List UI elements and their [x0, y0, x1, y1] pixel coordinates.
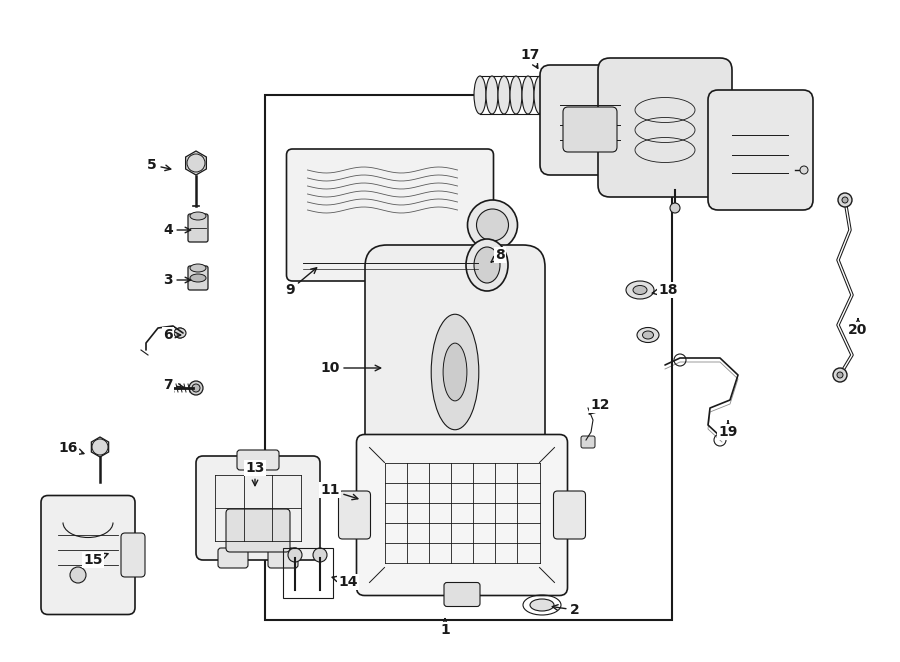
Circle shape: [833, 368, 847, 382]
FancyBboxPatch shape: [41, 495, 135, 614]
FancyBboxPatch shape: [356, 434, 568, 596]
FancyBboxPatch shape: [338, 491, 371, 539]
Circle shape: [670, 203, 680, 213]
Ellipse shape: [546, 76, 558, 114]
FancyBboxPatch shape: [121, 533, 145, 577]
Circle shape: [714, 434, 726, 446]
Text: 12: 12: [590, 398, 610, 414]
Text: 13: 13: [246, 461, 265, 486]
Bar: [283, 548, 333, 598]
Text: 14: 14: [332, 575, 358, 589]
Circle shape: [288, 548, 302, 562]
Circle shape: [175, 328, 185, 338]
Circle shape: [842, 197, 848, 203]
FancyBboxPatch shape: [196, 456, 320, 560]
Text: 11: 11: [320, 483, 358, 500]
Ellipse shape: [192, 384, 200, 392]
Ellipse shape: [190, 274, 206, 282]
FancyBboxPatch shape: [218, 548, 248, 568]
FancyBboxPatch shape: [444, 583, 480, 606]
FancyBboxPatch shape: [188, 214, 208, 242]
FancyBboxPatch shape: [365, 245, 545, 499]
Text: 3: 3: [163, 273, 191, 287]
Text: 10: 10: [320, 361, 381, 375]
Text: 5: 5: [147, 158, 171, 172]
FancyBboxPatch shape: [226, 509, 290, 552]
Text: 1: 1: [440, 619, 450, 637]
Ellipse shape: [190, 212, 206, 220]
Text: 4: 4: [163, 223, 191, 237]
Ellipse shape: [474, 247, 500, 283]
Ellipse shape: [510, 76, 522, 114]
Text: 15: 15: [83, 553, 108, 567]
FancyBboxPatch shape: [268, 548, 298, 568]
FancyBboxPatch shape: [188, 266, 208, 290]
Text: 7: 7: [163, 378, 184, 392]
Ellipse shape: [190, 264, 206, 272]
FancyBboxPatch shape: [581, 436, 595, 448]
Polygon shape: [91, 437, 109, 457]
FancyBboxPatch shape: [598, 58, 732, 197]
Ellipse shape: [189, 381, 203, 395]
Text: 17: 17: [520, 48, 540, 68]
Text: 18: 18: [652, 283, 678, 297]
Ellipse shape: [498, 76, 510, 114]
FancyBboxPatch shape: [237, 450, 279, 470]
Circle shape: [800, 166, 808, 174]
FancyBboxPatch shape: [554, 491, 586, 539]
Text: 19: 19: [718, 421, 738, 439]
Text: 2: 2: [553, 603, 580, 617]
FancyBboxPatch shape: [708, 90, 813, 210]
Text: 6: 6: [163, 328, 181, 342]
Ellipse shape: [534, 76, 546, 114]
Circle shape: [674, 354, 686, 366]
Bar: [265, 95, 672, 620]
Ellipse shape: [431, 314, 479, 430]
Text: 20: 20: [849, 318, 868, 337]
Ellipse shape: [522, 76, 534, 114]
Ellipse shape: [530, 599, 554, 611]
Ellipse shape: [467, 200, 518, 250]
Text: 9: 9: [285, 267, 317, 297]
Ellipse shape: [476, 209, 508, 241]
Ellipse shape: [486, 76, 498, 114]
Ellipse shape: [643, 331, 653, 339]
Text: 16: 16: [58, 441, 84, 455]
Polygon shape: [185, 151, 206, 175]
FancyBboxPatch shape: [563, 107, 617, 152]
Circle shape: [313, 548, 327, 562]
Ellipse shape: [637, 328, 659, 342]
Ellipse shape: [626, 281, 654, 299]
Circle shape: [70, 567, 86, 583]
Circle shape: [838, 193, 852, 207]
Circle shape: [837, 372, 843, 378]
Ellipse shape: [174, 328, 186, 338]
FancyBboxPatch shape: [286, 149, 493, 281]
Ellipse shape: [633, 285, 647, 295]
FancyBboxPatch shape: [540, 65, 640, 175]
Text: 8: 8: [491, 248, 505, 262]
Ellipse shape: [466, 239, 508, 291]
Ellipse shape: [474, 76, 486, 114]
Ellipse shape: [443, 343, 467, 401]
